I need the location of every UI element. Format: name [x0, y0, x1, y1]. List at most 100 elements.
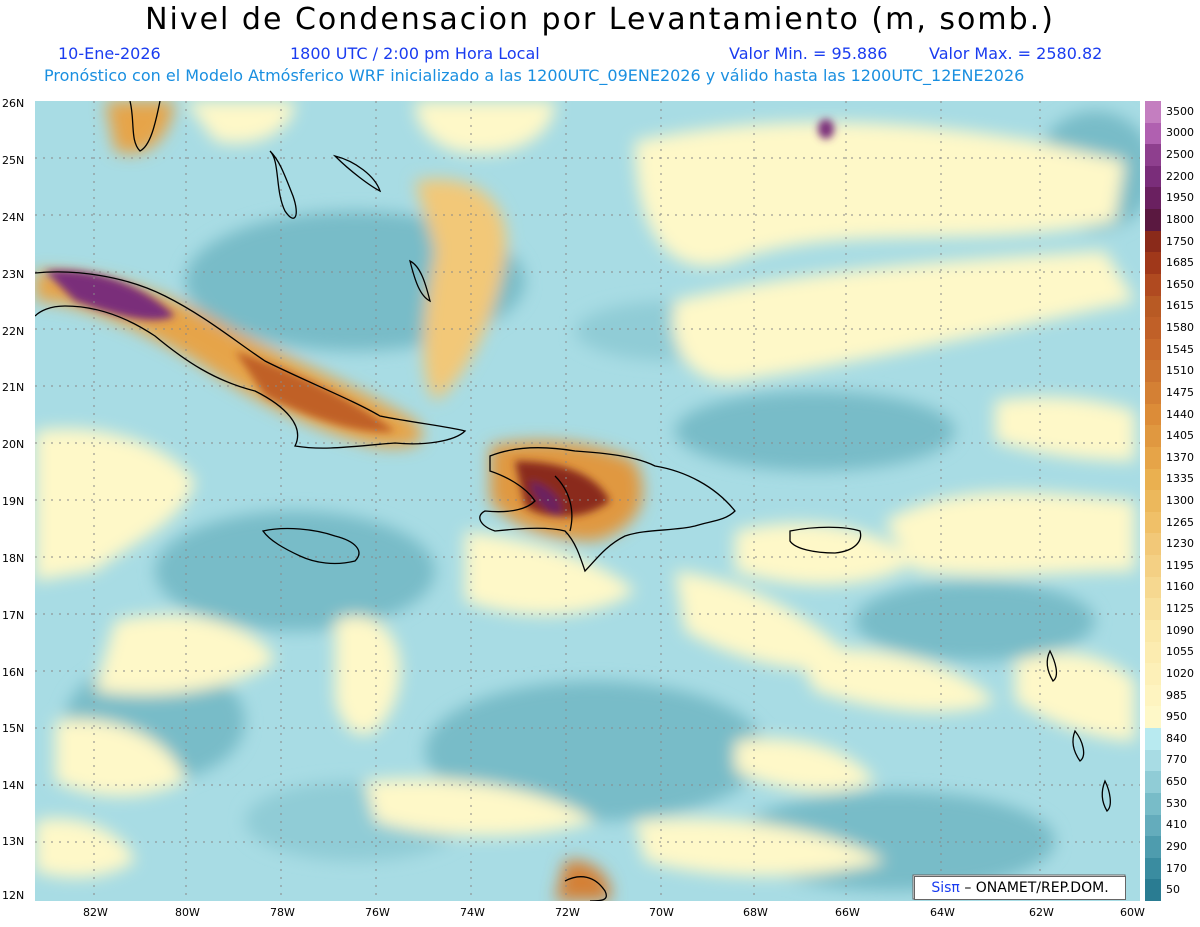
legend-swatch	[1145, 792, 1161, 815]
legend-label: 1580	[1166, 321, 1194, 335]
forecast-description: Pronóstico con el Modelo Atmósferico WRF…	[44, 66, 1025, 85]
credit-text: – ONAMET/REP.DOM.	[964, 880, 1109, 896]
legend-label: 1055	[1166, 645, 1194, 659]
lat-label: 25N	[2, 154, 25, 167]
lat-label: 12N	[2, 889, 25, 902]
legend-label: 1615	[1166, 299, 1194, 313]
legend-label: 1405	[1166, 429, 1194, 443]
max-value: Valor Max. = 2580.82	[929, 44, 1103, 63]
lat-label: 17N	[2, 609, 25, 622]
credit-box: Sisπ – ONAMET/REP.DOM.	[914, 876, 1126, 900]
lon-label: 60W	[1120, 906, 1145, 919]
lat-label: 21N	[2, 381, 25, 394]
legend-label: 1545	[1166, 342, 1194, 356]
lon-label: 80W	[175, 906, 200, 919]
lon-label: 78W	[270, 906, 295, 919]
legend-swatch	[1145, 533, 1161, 556]
legend-swatch	[1145, 576, 1161, 599]
legend-label: 530	[1166, 796, 1187, 810]
legend-label: 1195	[1166, 558, 1194, 572]
jamaica-coastline	[261, 527, 360, 565]
lon-label: 68W	[743, 906, 768, 919]
lat-label: 20N	[2, 438, 25, 451]
legend-swatch	[1145, 317, 1161, 340]
legend-swatch	[1145, 101, 1161, 124]
legend-label: 650	[1166, 775, 1187, 789]
lon-label: 82W	[83, 906, 108, 919]
legend-swatch	[1145, 273, 1161, 297]
legend-swatch	[1145, 403, 1161, 426]
legend-swatch	[1145, 252, 1161, 275]
lon-label: 72W	[555, 906, 580, 919]
legend-swatch	[1145, 814, 1161, 837]
legend-label: 1475	[1166, 385, 1194, 399]
legend-swatch	[1145, 555, 1161, 578]
legend-swatch	[1145, 663, 1161, 686]
long-island	[409, 259, 431, 303]
lon-label: 70W	[649, 906, 674, 919]
cuba-coastline	[35, 271, 467, 449]
legend-label: 1160	[1166, 580, 1194, 594]
legend-label: 2500	[1166, 148, 1194, 162]
eleuthera-island	[332, 154, 382, 193]
legend-label: 1090	[1166, 623, 1194, 637]
legend-swatch	[1145, 857, 1161, 880]
lat-label: 24N	[2, 211, 25, 224]
lon-label: 74W	[460, 906, 485, 919]
legend-swatch	[1145, 728, 1161, 751]
legend-swatch	[1145, 295, 1161, 318]
puerto-rico-coastline	[789, 526, 862, 554]
lat-label: 23N	[2, 268, 25, 281]
shading-maxima	[45, 119, 834, 517]
legend-label: 2200	[1166, 169, 1194, 183]
florida-coastline	[129, 101, 161, 152]
legend-swatch	[1145, 468, 1161, 491]
legend-swatch	[1145, 187, 1161, 210]
legend-label: 1335	[1166, 472, 1194, 486]
legend-swatch	[1145, 619, 1161, 643]
forecast-time: 1800 UTC / 2:00 pm Hora Local	[290, 44, 540, 63]
martinique-coastline	[1072, 729, 1085, 762]
legend-label: 1265	[1166, 515, 1194, 529]
legend-swatch	[1145, 836, 1161, 859]
legend-label: 1370	[1166, 450, 1194, 464]
lon-label: 62W	[1029, 906, 1054, 919]
lat-label: 18N	[2, 552, 25, 565]
legend-label: 3000	[1166, 126, 1194, 140]
south-america-coastline	[564, 876, 607, 901]
forecast-date: 10-Ene-2026	[58, 44, 161, 63]
legend-label: 1950	[1166, 191, 1194, 205]
lon-label: 66W	[835, 906, 860, 919]
condensation-level-map	[35, 101, 1140, 901]
guadeloupe-coastline	[1046, 649, 1058, 682]
legend-swatch	[1145, 684, 1161, 707]
legend-label: 1020	[1166, 666, 1194, 680]
legend-swatch	[1145, 425, 1161, 448]
legend-label: 1230	[1166, 537, 1194, 551]
legend-label: 985	[1166, 688, 1187, 702]
lat-label: 15N	[2, 722, 25, 735]
legend-label: 1300	[1166, 494, 1194, 507]
legend-swatch	[1145, 144, 1161, 167]
legend-swatch	[1145, 511, 1161, 534]
legend-label: 170	[1166, 861, 1187, 875]
legend-label: 840	[1166, 731, 1187, 745]
legend-swatch	[1145, 706, 1161, 729]
legend-swatch	[1145, 230, 1161, 253]
legend-swatch	[1145, 209, 1161, 232]
lat-label: 26N	[2, 97, 25, 110]
lat-label: 13N	[2, 835, 25, 848]
legend-swatch	[1145, 598, 1161, 621]
legend-swatch	[1145, 122, 1161, 145]
legend-label: 1685	[1166, 256, 1194, 270]
page-title: Nivel de Condensacion por Levantamiento …	[145, 2, 1055, 37]
legend-label: 950	[1166, 710, 1187, 724]
lon-label: 64W	[930, 906, 955, 919]
lat-label: 16N	[2, 666, 25, 679]
legend-swatch	[1145, 382, 1161, 405]
graticule	[35, 101, 1140, 901]
andros-island	[269, 150, 297, 219]
legend-label: 3500	[1166, 104, 1194, 118]
legend-swatch	[1145, 490, 1161, 513]
legend-label: 1650	[1166, 277, 1194, 291]
